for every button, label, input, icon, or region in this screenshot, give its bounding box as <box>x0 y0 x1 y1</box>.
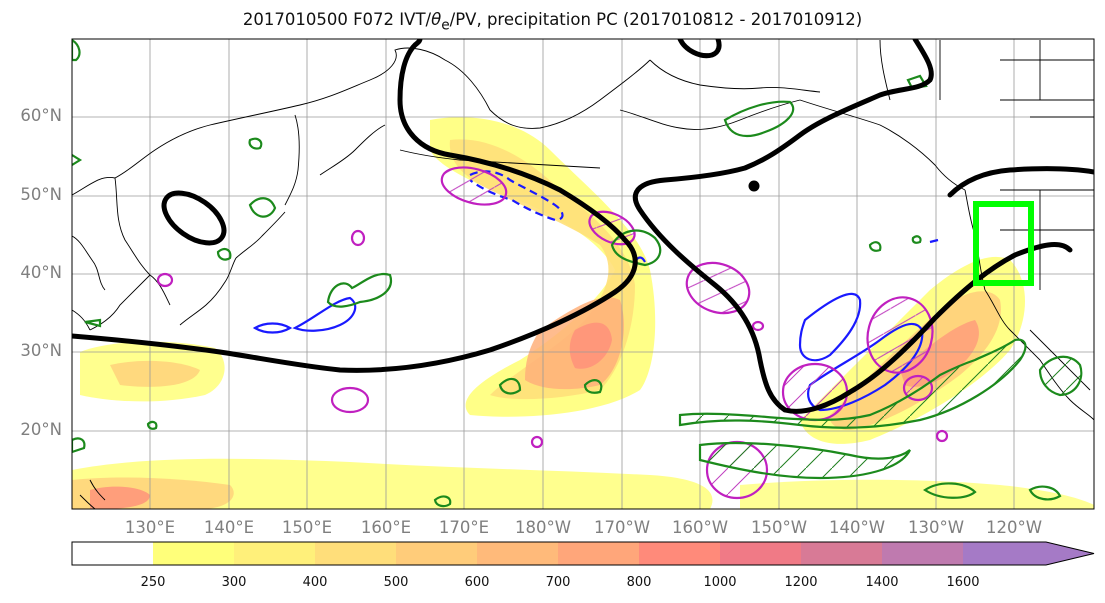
colorbar-segment <box>720 542 801 565</box>
lat-label-60n: 60°N <box>20 106 62 125</box>
colorbar <box>71 541 1095 566</box>
colorbar-tick-label: 500 <box>383 575 409 590</box>
coastlines <box>72 39 1094 509</box>
lat-label-50n: 50°N <box>20 185 62 204</box>
colorbar-tick-label: 800 <box>626 575 652 590</box>
colorbar-frame <box>71 541 1095 566</box>
colorbar-tick-label: 700 <box>545 575 571 590</box>
colorbar-tick-label: 300 <box>221 575 247 590</box>
colorbar-segment <box>477 542 558 565</box>
lon-label-160w: 160°W <box>671 518 729 537</box>
colorbar-extend-arrow <box>963 542 1094 565</box>
lon-label-170w: 170°W <box>593 518 651 537</box>
colorbar-segment <box>315 542 396 565</box>
colorbar-tick-label: 250 <box>140 575 166 590</box>
target-region-box <box>973 201 1034 286</box>
colorbar-tick-label: 400 <box>302 575 328 590</box>
ivt-shading <box>72 117 1094 509</box>
lon-label-130w: 130°W <box>907 518 965 537</box>
lon-label-150e: 150°E <box>281 518 333 537</box>
colorbar-segment <box>801 542 882 565</box>
colorbar-segment <box>234 542 315 565</box>
colorbar-tick-label: 1000 <box>703 575 737 590</box>
colorbar-segment <box>639 542 720 565</box>
colorbar-segment <box>882 542 963 565</box>
lon-label-140e: 140°E <box>203 518 255 537</box>
precipitation-contours <box>72 39 1083 508</box>
lon-label-130e: 130°E <box>124 518 176 537</box>
colorbar-tick-label: 1200 <box>784 575 818 590</box>
lat-label-30n: 30°N <box>20 341 62 360</box>
lon-label-140w: 140°W <box>828 518 886 537</box>
colorbar-segment <box>153 542 234 565</box>
figure-title: 2017010500 F072 IVT/θe/PV, precipitation… <box>242 10 863 34</box>
lon-label-120w: 120°W <box>985 518 1043 537</box>
colorbar-tick-label: 1600 <box>946 575 980 590</box>
lon-label-180w: 180°W <box>514 518 572 537</box>
lat-label-40n: 40°N <box>20 263 62 282</box>
lon-label-170e: 170°E <box>438 518 490 537</box>
lon-label-150w: 150°W <box>750 518 808 537</box>
colorbar-segment <box>558 542 639 565</box>
thick-contours <box>72 39 1094 414</box>
map-frame <box>71 38 1095 510</box>
colorbar-tick-label: 1400 <box>865 575 899 590</box>
lon-label-160e: 160°E <box>360 518 412 537</box>
colorbar-segment <box>396 542 477 565</box>
colorbar-tick-label: 600 <box>464 575 490 590</box>
lat-label-20n: 20°N <box>20 420 62 439</box>
colorbar-segment <box>72 542 153 565</box>
